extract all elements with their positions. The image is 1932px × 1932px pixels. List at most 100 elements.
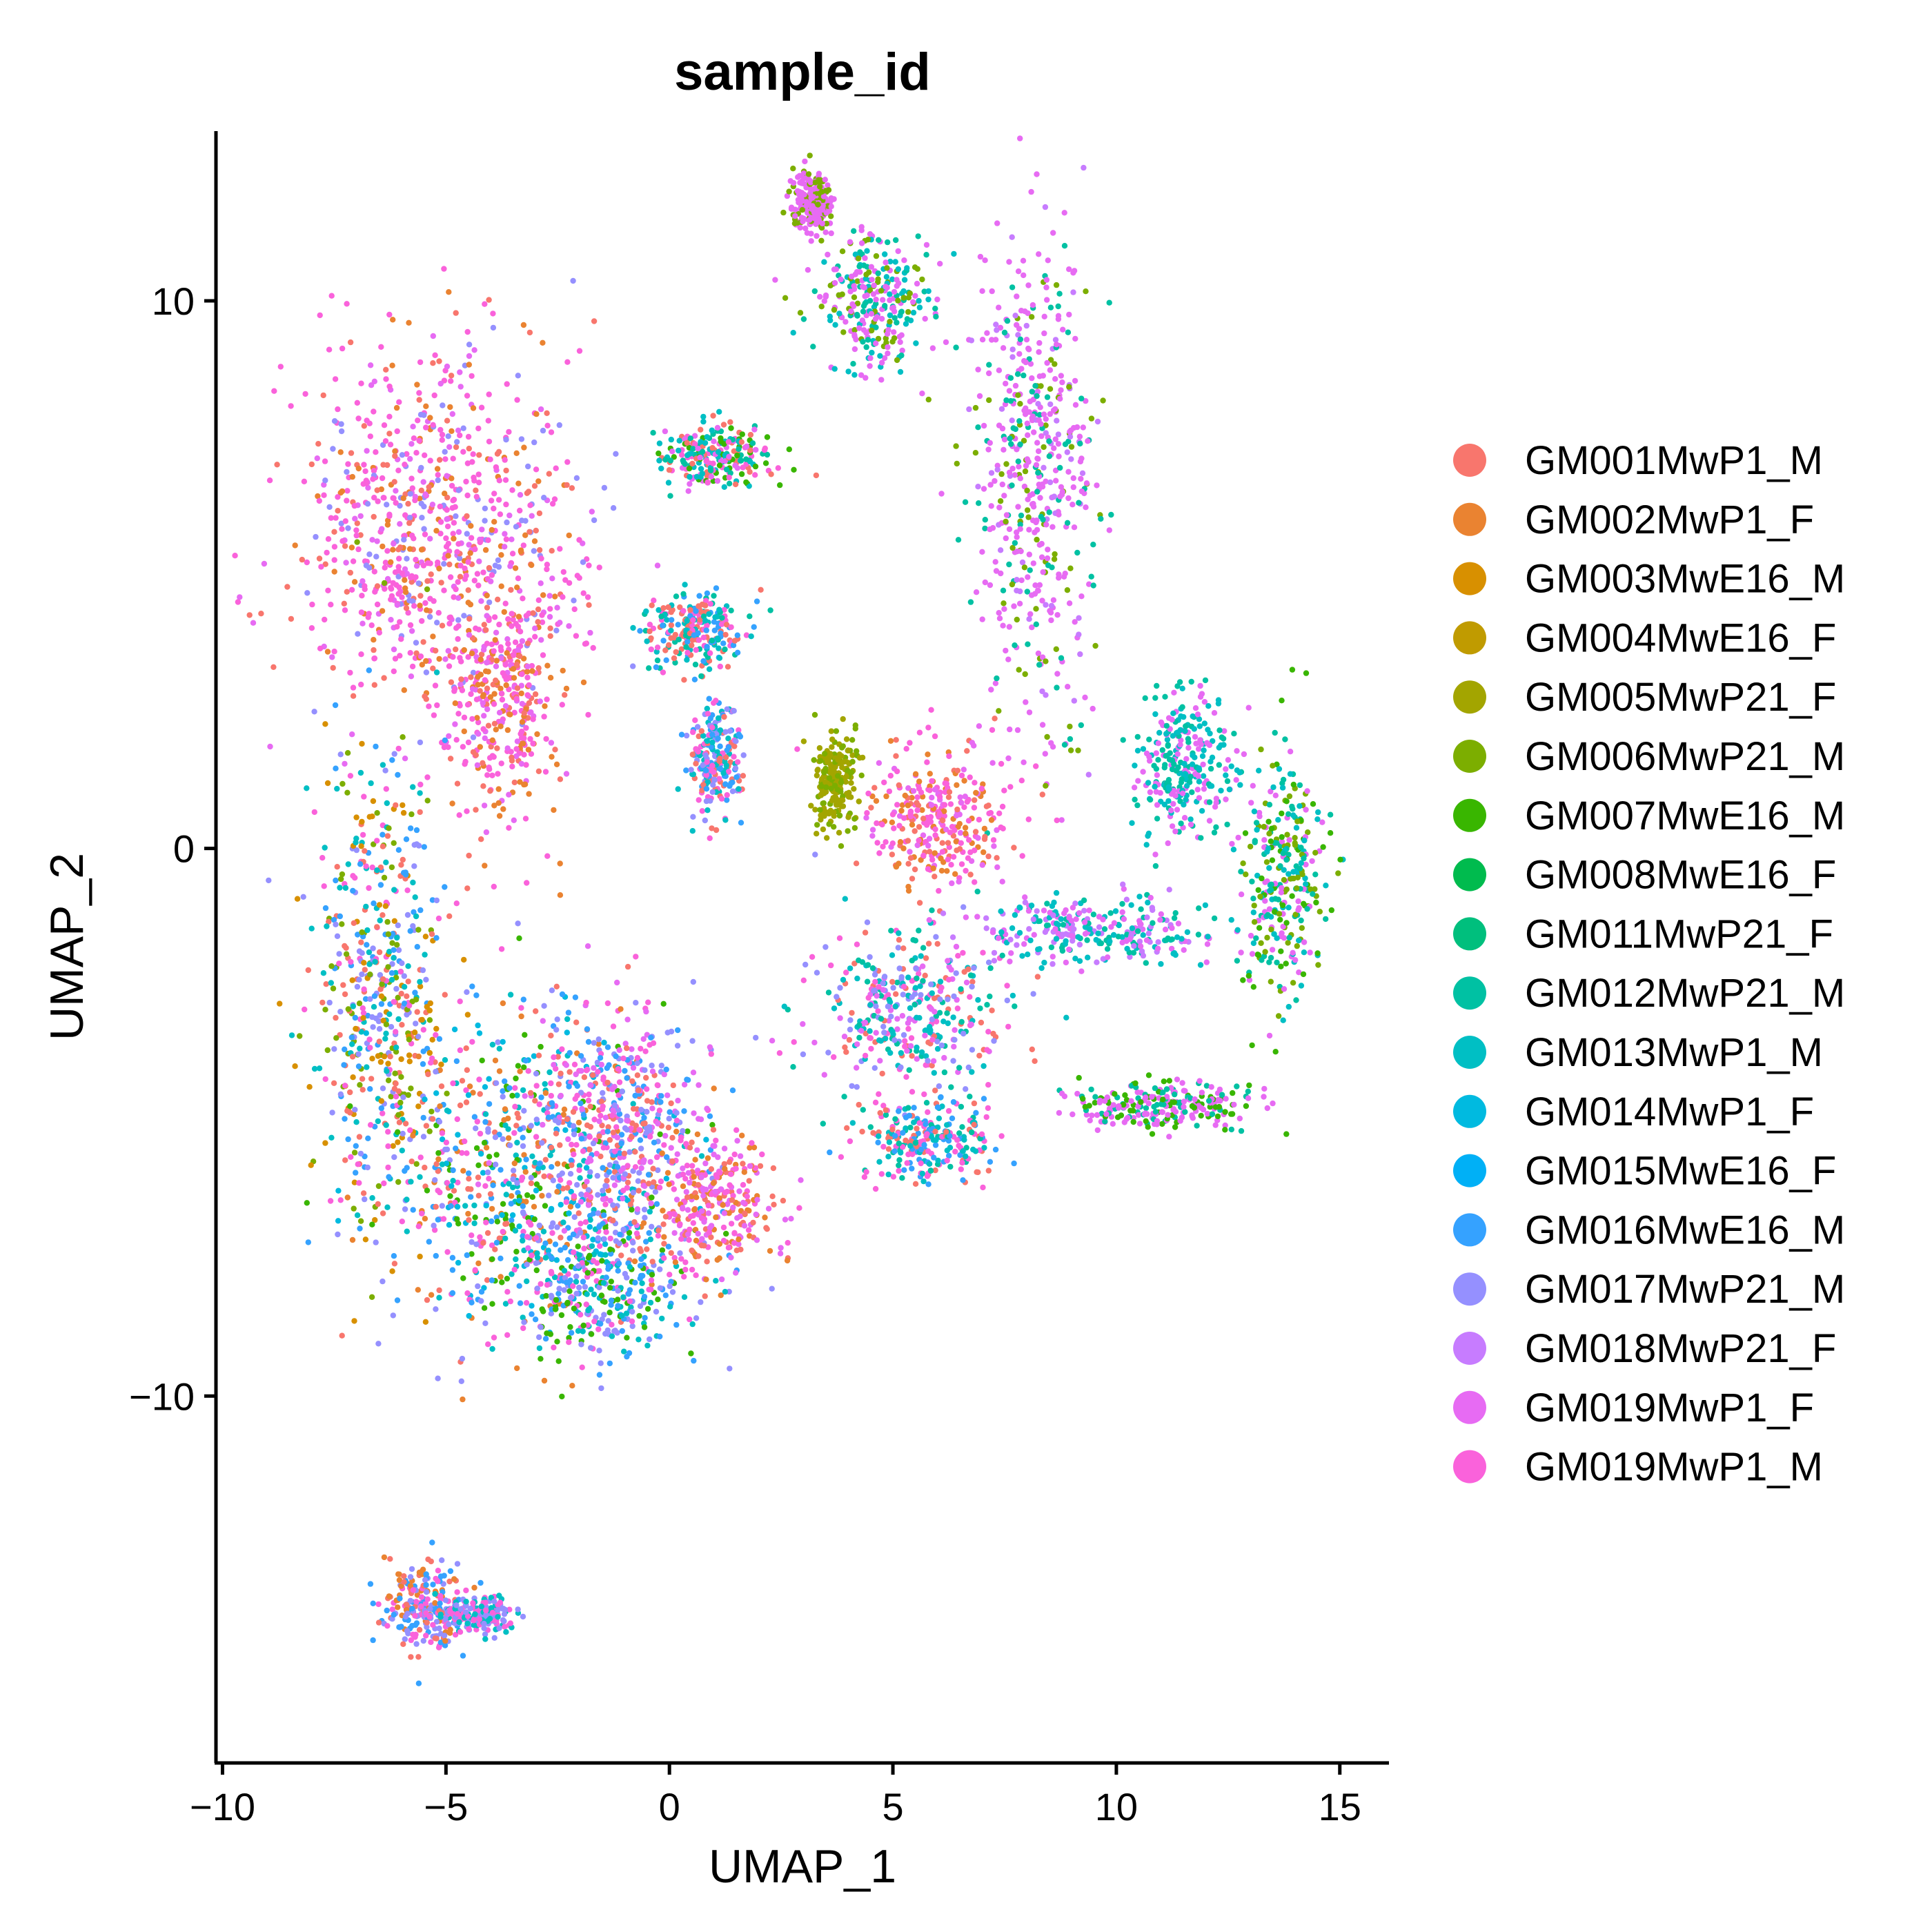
scatter-point: [497, 1255, 504, 1262]
scatter-point: [1036, 373, 1043, 379]
scatter-point: [313, 533, 319, 540]
scatter-point: [597, 1251, 603, 1257]
scatter-point: [381, 422, 388, 428]
scatter-point: [474, 1118, 480, 1125]
scatter-point: [571, 1214, 578, 1221]
scatter-point: [586, 1224, 593, 1230]
scatter-point: [825, 187, 832, 193]
scatter-point: [602, 1114, 609, 1121]
scatter-point: [633, 1230, 640, 1236]
scatter-point: [563, 771, 570, 777]
scatter-point: [502, 1235, 509, 1242]
scatter-point: [640, 1036, 647, 1043]
scatter-point: [411, 1029, 418, 1036]
scatter-point: [395, 994, 401, 1001]
scatter-point: [683, 1189, 689, 1195]
scatter-point: [923, 252, 929, 258]
scatter-point: [501, 1117, 507, 1123]
scatter-point: [839, 248, 846, 255]
scatter-point: [433, 935, 440, 941]
scatter-point: [554, 1016, 560, 1023]
scatter-point: [727, 1182, 733, 1188]
scatter-point: [1014, 371, 1021, 377]
scatter-point: [323, 981, 329, 987]
scatter-point: [817, 184, 823, 190]
scatter-point: [700, 1187, 707, 1194]
scatter-point: [466, 342, 473, 348]
scatter-point: [836, 310, 842, 317]
scatter-point: [876, 237, 882, 243]
scatter-point: [702, 1293, 708, 1299]
scatter-point: [452, 700, 458, 707]
scatter-point: [435, 477, 441, 484]
scatter-point: [385, 1077, 392, 1084]
scatter-point: [707, 467, 714, 473]
scatter-point: [521, 444, 527, 451]
scatter-point: [424, 1187, 431, 1194]
scatter-point: [448, 428, 455, 434]
scatter-point: [415, 1034, 422, 1040]
scatter-point: [491, 505, 497, 512]
scatter-point: [386, 413, 393, 420]
scatter-point: [404, 555, 410, 562]
scatter-point: [491, 648, 497, 654]
scatter-point: [574, 1083, 580, 1090]
scatter-point: [1029, 592, 1035, 598]
scatter-point: [539, 612, 545, 618]
scatter-point: [1064, 520, 1071, 526]
scatter-point: [504, 1289, 511, 1295]
scatter-point: [1041, 330, 1047, 337]
scatter-point: [436, 1118, 443, 1125]
scatter-point: [869, 277, 875, 283]
scatter-point: [1071, 698, 1078, 704]
scatter-point: [1055, 431, 1062, 437]
scatter-point: [379, 526, 385, 532]
scatter-point: [391, 955, 397, 961]
scatter-point: [633, 954, 639, 960]
scatter-point: [649, 1223, 655, 1230]
scatter-point: [608, 1279, 614, 1285]
scatter-point: [808, 238, 814, 244]
scatter-point: [386, 1174, 392, 1180]
scatter-point: [564, 459, 571, 465]
scatter-point: [544, 410, 550, 416]
scatter-point: [304, 559, 310, 566]
scatter-point: [736, 446, 742, 452]
scatter-point: [417, 1154, 424, 1161]
scatter-point: [536, 1345, 543, 1352]
scatter-point: [493, 1239, 500, 1246]
scatter-point: [1094, 418, 1101, 425]
scatter-point: [885, 239, 891, 246]
scatter-point: [601, 484, 608, 491]
scatter-point: [387, 1054, 393, 1060]
scatter-point: [577, 1175, 583, 1181]
scatter-point: [911, 264, 918, 270]
scatter-point: [475, 682, 481, 688]
scatter-point: [1035, 401, 1041, 407]
scatter-point: [376, 902, 383, 908]
scatter-point: [655, 1121, 661, 1127]
scatter-point: [529, 513, 535, 519]
scatter-point: [558, 1312, 565, 1319]
scatter-point: [415, 417, 421, 424]
scatter-point: [490, 1182, 496, 1189]
scatter-point: [331, 916, 337, 923]
scatter-point: [503, 682, 509, 689]
scatter-point: [599, 1122, 605, 1129]
scatter-point: [477, 1091, 483, 1097]
scatter-point: [732, 462, 738, 469]
scatter-point: [624, 1117, 630, 1124]
scatter-point: [435, 1150, 442, 1156]
scatter-point: [615, 1268, 621, 1274]
scatter-point: [784, 1257, 791, 1264]
scatter-point: [955, 537, 962, 543]
scatter-point: [1058, 373, 1065, 379]
scatter-point: [351, 1318, 357, 1324]
scatter-point: [667, 1283, 673, 1290]
scatter-point: [446, 289, 452, 295]
scatter-point: [696, 1082, 702, 1088]
scatter-point: [339, 921, 345, 927]
scatter-point: [539, 1192, 545, 1199]
scatter-point: [442, 1146, 448, 1153]
scatter-point: [749, 440, 756, 446]
